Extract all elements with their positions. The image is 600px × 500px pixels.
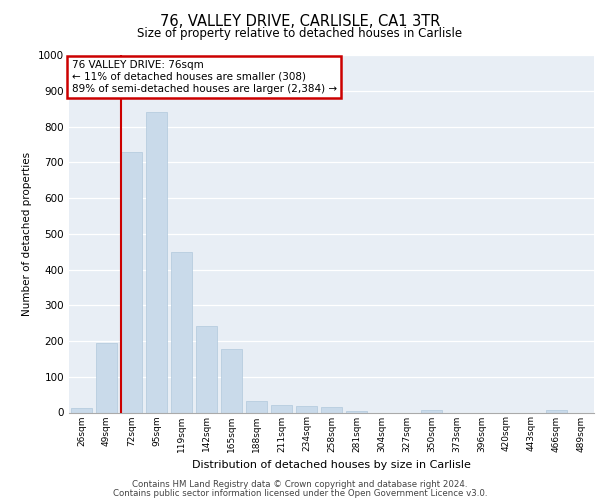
Bar <box>546 410 567 412</box>
Bar <box>96 343 117 412</box>
Text: Contains public sector information licensed under the Open Government Licence v3: Contains public sector information licen… <box>113 489 487 498</box>
Bar <box>71 408 92 412</box>
X-axis label: Distribution of detached houses by size in Carlisle: Distribution of detached houses by size … <box>192 460 471 470</box>
Bar <box>346 410 367 412</box>
Bar <box>221 349 242 412</box>
Bar <box>296 406 317 412</box>
Bar <box>146 112 167 412</box>
Bar <box>321 407 342 412</box>
Bar <box>246 400 267 412</box>
Text: 76, VALLEY DRIVE, CARLISLE, CA1 3TR: 76, VALLEY DRIVE, CARLISLE, CA1 3TR <box>160 14 440 29</box>
Bar <box>171 252 192 412</box>
Bar <box>271 406 292 412</box>
Y-axis label: Number of detached properties: Number of detached properties <box>22 152 32 316</box>
Text: Size of property relative to detached houses in Carlisle: Size of property relative to detached ho… <box>137 28 463 40</box>
Text: 76 VALLEY DRIVE: 76sqm
← 11% of detached houses are smaller (308)
89% of semi-de: 76 VALLEY DRIVE: 76sqm ← 11% of detached… <box>71 60 337 94</box>
Text: Contains HM Land Registry data © Crown copyright and database right 2024.: Contains HM Land Registry data © Crown c… <box>132 480 468 489</box>
Bar <box>421 410 442 412</box>
Bar <box>196 326 217 412</box>
Bar <box>121 152 142 412</box>
